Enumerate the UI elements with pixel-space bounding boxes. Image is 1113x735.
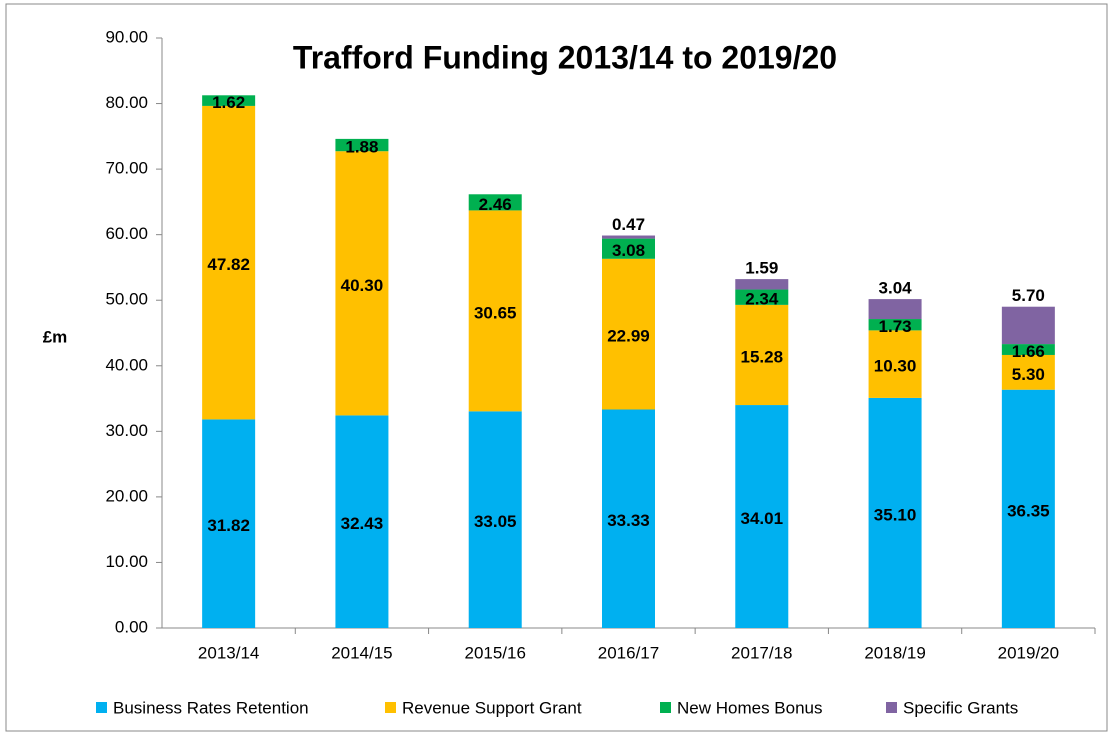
y-tick-label: 30.00 [105,421,148,440]
bar-segment [202,95,256,106]
y-tick-label: 60.00 [105,224,148,243]
bar-segment [1001,306,1055,345]
bar-segment [1001,354,1055,390]
bar-segment [602,258,655,410]
bar-segment [335,138,389,152]
bar-segment [1001,389,1055,628]
x-tick-label: 2017/18 [731,643,792,662]
data-label: 40.30 [341,276,384,295]
data-label: 1.59 [745,259,778,278]
x-tick-label: 2018/19 [864,643,925,662]
legend-swatch [660,702,671,713]
data-label: 47.82 [207,255,250,274]
bar-segment [602,238,655,259]
chart-title: Trafford Funding 2013/14 to 2019/20 [293,39,837,75]
bar-segment [735,405,789,628]
data-label: 5.70 [1012,286,1045,305]
bar-segment [602,409,655,628]
bar-segment [468,411,522,628]
legend-label: Business Rates Retention [113,698,309,717]
data-label: 31.82 [207,516,250,535]
data-label: 15.28 [741,347,784,366]
x-tick-label: 2015/16 [464,643,525,662]
data-label: 1.66 [1012,342,1045,361]
y-tick-label: 0.00 [115,617,148,636]
legend-swatch [385,702,396,713]
y-axis-label: £m [43,327,68,346]
y-tick-label: 90.00 [105,27,148,46]
bar-segment [602,235,655,239]
data-label: 5.30 [1012,365,1045,384]
y-tick-label: 50.00 [105,290,148,309]
legend-swatch [96,702,107,713]
y-tick-label: 40.00 [105,355,148,374]
data-label: 1.88 [345,138,378,157]
x-tick-label: 2019/20 [998,643,1059,662]
bar-segment [468,210,522,412]
x-tick-label: 2013/14 [198,643,259,662]
chart-border [5,3,1108,732]
data-label: 30.65 [474,303,517,322]
data-label: 2.34 [745,290,779,309]
bar-segment [335,151,389,416]
data-label: 36.35 [1007,501,1050,520]
legend-label: Revenue Support Grant [402,698,582,717]
data-label: 2.46 [479,195,512,214]
bar-segment [468,194,522,211]
data-label: 33.05 [474,512,517,531]
data-label: 22.99 [607,327,650,346]
bar-segment [735,304,789,406]
bar-segment [735,289,789,305]
bar-segment [735,279,789,290]
bar-segment [868,397,922,628]
data-label: 33.33 [607,511,650,530]
data-label: 0.47 [612,215,645,234]
legend-label: Specific Grants [903,698,1018,717]
bar-segment [868,319,922,331]
data-label: 35.10 [874,505,917,524]
bar-segment [868,299,922,320]
y-tick-label: 70.00 [105,159,148,178]
x-tick-label: 2014/15 [331,643,392,662]
y-tick-label: 10.00 [105,552,148,571]
bar-segment [202,105,256,420]
bar-segment [335,415,389,628]
data-label: 1.62 [212,93,245,112]
data-label: 10.30 [874,357,917,376]
data-label: 3.08 [612,241,645,260]
legend-label: New Homes Bonus [677,698,823,717]
y-tick-label: 80.00 [105,93,148,112]
data-label: 1.73 [879,317,912,336]
bar-segment [1001,344,1055,355]
legend-swatch [886,702,897,713]
data-label: 32.43 [341,514,384,533]
bar-segment [868,330,922,398]
data-label: 34.01 [741,509,784,528]
x-tick-label: 2016/17 [598,643,659,662]
y-tick-label: 20.00 [105,486,148,505]
bar-segment [202,419,256,628]
data-label: 3.04 [879,279,913,298]
